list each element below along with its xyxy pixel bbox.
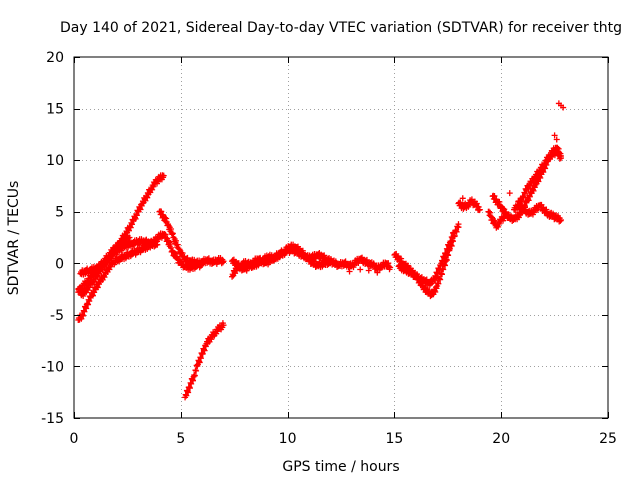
- data-point-interp: [196, 359, 203, 366]
- data-point-interp: [185, 389, 192, 396]
- data-point-interp: [449, 235, 456, 242]
- data-point: [476, 206, 483, 213]
- y-tick-label: -10: [41, 359, 64, 375]
- x-tick-label: 25: [599, 431, 617, 447]
- axis-ticks: 0 5 10 15 20 25 -15 -10 -5 0 5 10 15 20: [41, 50, 617, 447]
- data-point: [551, 132, 558, 139]
- data-point-interp: [434, 270, 441, 277]
- data-point-interp: [183, 392, 190, 399]
- x-tick-label: 10: [279, 431, 297, 447]
- data-point: [560, 104, 567, 111]
- data-point: [346, 268, 353, 275]
- data-point: [455, 224, 462, 231]
- x-axis-label: GPS time / hours: [282, 459, 399, 475]
- data-point: [555, 100, 562, 107]
- data-point-interp: [80, 312, 87, 319]
- y-tick-label: 0: [55, 256, 64, 272]
- y-axis-label: SDTVAR / TECUs: [6, 181, 22, 296]
- data-point: [374, 269, 381, 276]
- data-point-interp: [439, 258, 446, 265]
- data-point: [451, 229, 458, 236]
- plot-frame: [73, 56, 609, 419]
- data-point: [387, 264, 394, 271]
- data-point-interp: [81, 308, 88, 315]
- data-point: [199, 261, 206, 268]
- data-point-interp: [441, 255, 448, 262]
- data-point-interp: [197, 355, 204, 362]
- data-point-interp: [435, 280, 442, 287]
- data-point-interp: [448, 239, 455, 246]
- x-tick-label: 5: [176, 431, 185, 447]
- y-tick-label: 15: [46, 102, 64, 118]
- data-point-interp: [186, 385, 193, 392]
- x-tick-label: 0: [70, 431, 79, 447]
- y-tick-label: 5: [55, 205, 64, 221]
- data-point-interp: [191, 372, 198, 379]
- data-point-interp: [439, 271, 446, 278]
- y-tick-label: -15: [41, 411, 64, 427]
- data-point-interp: [199, 350, 206, 357]
- data-point-interp: [437, 276, 444, 283]
- y-tick-label: 10: [46, 153, 64, 169]
- chart-title: Day 140 of 2021, Sidereal Day-to-day VTE…: [60, 20, 622, 36]
- x-tick-label: 20: [492, 431, 510, 447]
- data-point-interp: [443, 250, 450, 257]
- data-point-interp: [201, 347, 208, 354]
- data-point-interp: [444, 246, 451, 253]
- data-point: [365, 267, 372, 274]
- data-point: [160, 172, 167, 179]
- data-point-interp: [193, 367, 200, 374]
- x-tick-label: 15: [385, 431, 403, 447]
- data-point: [553, 136, 560, 143]
- data-point: [327, 260, 334, 267]
- data-point: [502, 212, 509, 219]
- data-point: [220, 258, 227, 265]
- data-point: [220, 322, 227, 329]
- data-point: [558, 216, 565, 223]
- data-point: [154, 241, 161, 248]
- data-point-interp: [436, 267, 443, 274]
- data-point-interp: [188, 380, 195, 387]
- y-tick-label: 20: [46, 50, 64, 66]
- data-point: [459, 195, 466, 202]
- data-point: [357, 266, 364, 273]
- y-tick-label: -5: [50, 308, 64, 324]
- data-point: [506, 190, 513, 197]
- data-point: [558, 155, 565, 162]
- data-point: [126, 234, 133, 241]
- data-points: [75, 100, 567, 401]
